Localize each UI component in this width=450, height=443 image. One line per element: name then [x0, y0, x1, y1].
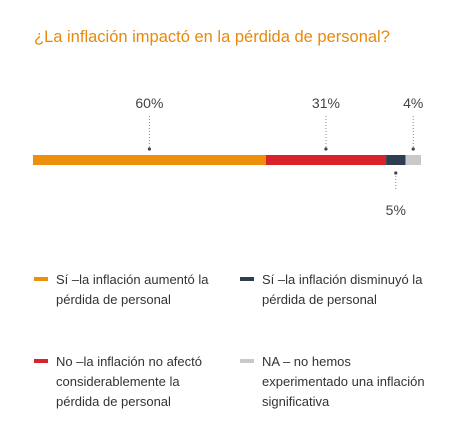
bar-segment-3	[386, 155, 406, 165]
data-label-4: 4%	[403, 95, 423, 111]
legend-swatch-red	[34, 359, 48, 363]
legend-swatch-gray	[240, 359, 254, 363]
legend-label: No –la inflación no afectó considerablem…	[56, 354, 202, 409]
chart-title: ¿La inflación impactó en la pérdida de p…	[34, 28, 390, 46]
bar-segment-4	[405, 155, 421, 165]
data-label-3: 5%	[386, 202, 406, 218]
legend-label: Sí –la inflación aumentó la pérdida de p…	[56, 272, 209, 307]
legend-swatch-orange	[34, 277, 48, 281]
legend-label: Sí –la inflación disminuyó la pérdida de…	[262, 272, 423, 307]
stacked-bar-chart: 60% 31% 5% 4%	[33, 95, 423, 218]
bar-segment-2	[265, 155, 387, 165]
legend-label: NA – no hemos experimentado una inflació…	[262, 354, 425, 409]
data-label-1: 60%	[135, 95, 163, 111]
leader-dot-1	[147, 147, 151, 151]
bar-segment-1	[33, 155, 266, 165]
legend-swatch-navy	[240, 277, 254, 281]
leader-dot-3	[394, 171, 398, 175]
leader-dot-2	[324, 147, 328, 151]
data-label-2: 31%	[312, 95, 340, 111]
leader-dot-4	[411, 147, 415, 151]
